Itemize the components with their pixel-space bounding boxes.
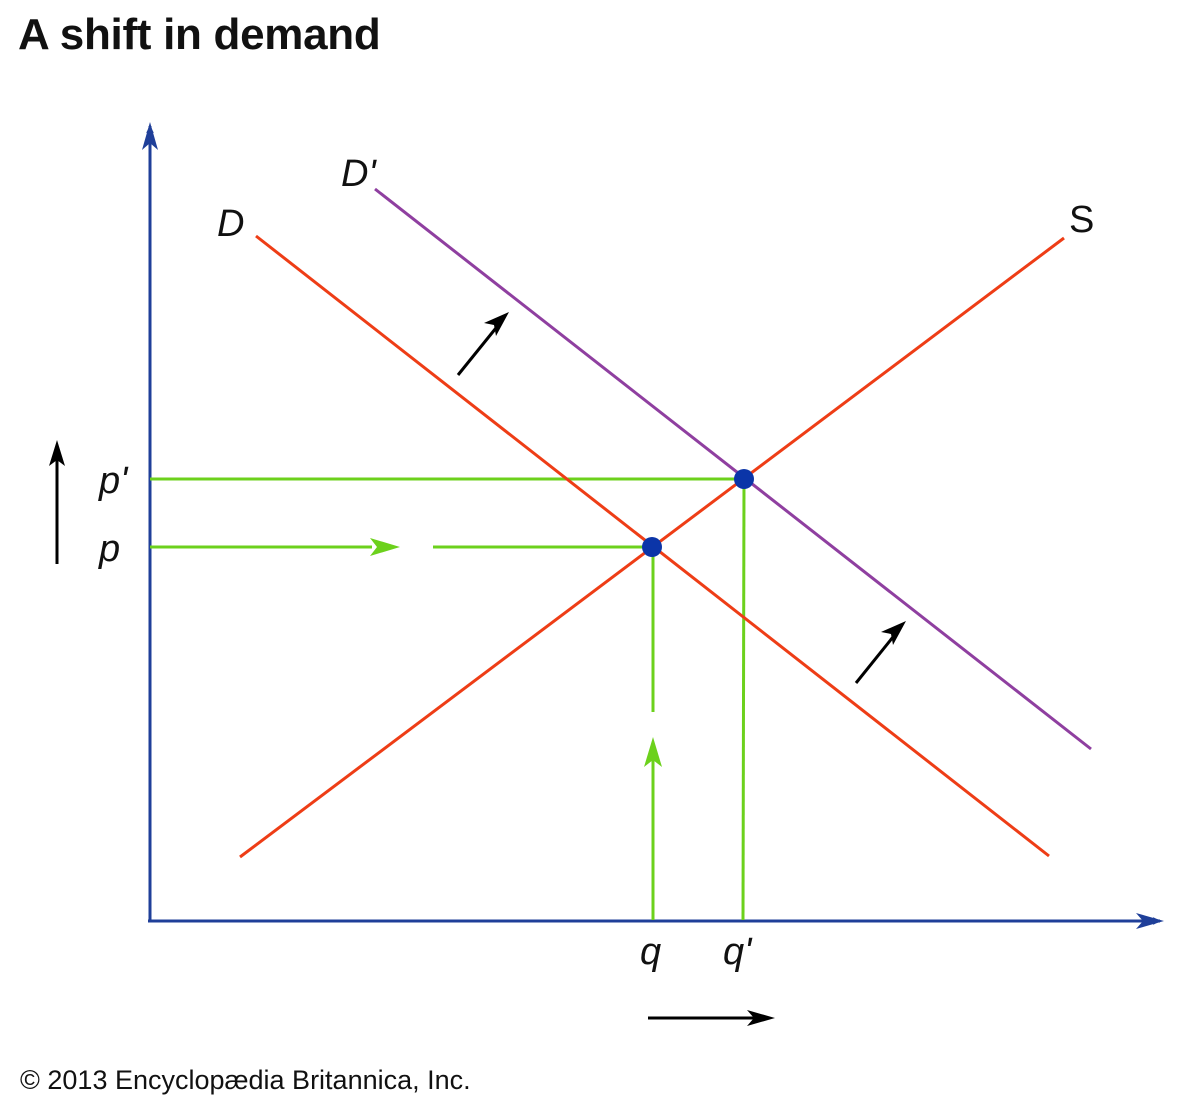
x-axis-arrowhead (1136, 913, 1164, 929)
y-axis-arrowhead (142, 122, 158, 150)
shifted-demand-label: D' (341, 153, 377, 195)
demand-label: D (217, 203, 244, 245)
supply-label: S (1069, 199, 1094, 241)
price-increase-arrowhead (49, 440, 65, 466)
shifted-demand-curve (374, 187, 1092, 751)
diagram-title: A shift in demand (18, 10, 381, 59)
demand-shift-arrowhead-lower (881, 621, 906, 645)
price-label: p (98, 528, 120, 570)
quantity-new-label: q' (723, 931, 753, 973)
demand-shift-arrow-upper (456, 322, 502, 376)
equilibrium-point-new (734, 469, 754, 489)
quantity-increase-arrowhead (747, 1010, 775, 1026)
price-guide-arrowhead (370, 538, 400, 556)
equilibrium-point-original (642, 537, 662, 557)
demand-shift-arrow-lower (854, 631, 899, 684)
copyright-credit: © 2013 Encyclopædia Britannica, Inc. (20, 1065, 471, 1095)
price-new-label: p' (98, 460, 129, 502)
quantity-label: q (640, 931, 661, 973)
quantity-new-guide-line (741, 478, 746, 921)
quantity-guide-arrowhead (644, 737, 662, 767)
demand-shift-arrowhead-upper (484, 312, 509, 336)
